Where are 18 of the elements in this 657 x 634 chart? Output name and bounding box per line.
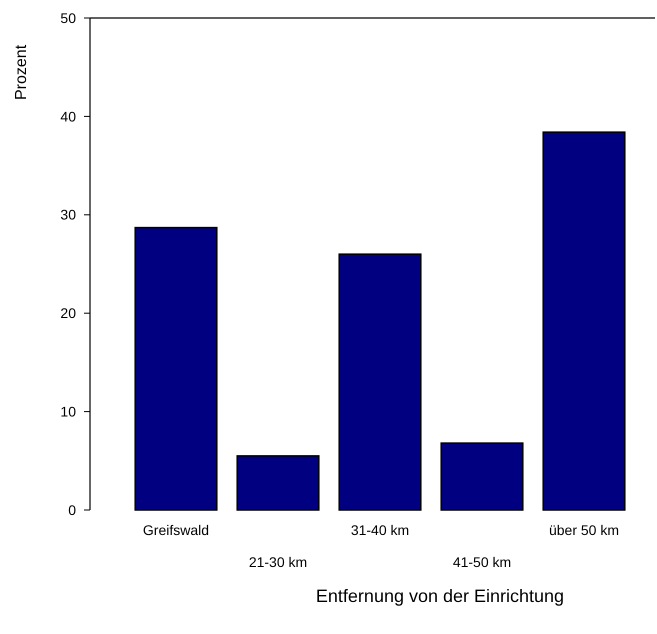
x-tick-label: 41-50 km: [452, 554, 512, 570]
x-tick-label: über 50 km: [548, 522, 620, 538]
bar: [440, 442, 524, 511]
x-tick-label: 21-30 km: [248, 554, 308, 570]
bar: [134, 226, 218, 511]
bar: [236, 455, 320, 511]
y-tick-label: 0: [68, 502, 76, 518]
y-axis-title: Prozent: [13, 44, 30, 100]
y-tick-label: 50: [60, 10, 76, 26]
y-tick-label: 30: [60, 206, 76, 223]
x-tick-label: 31-40 km: [350, 522, 410, 538]
y-tick-label: 40: [60, 108, 76, 124]
x-tick-label: Greifswald: [142, 522, 210, 538]
x-axis-title: Entfernung von der Einrichtung: [316, 586, 564, 606]
y-tick-label: 20: [60, 305, 76, 322]
bar: [338, 253, 422, 511]
y-tick-label: 10: [60, 404, 76, 420]
bar: [542, 131, 626, 511]
